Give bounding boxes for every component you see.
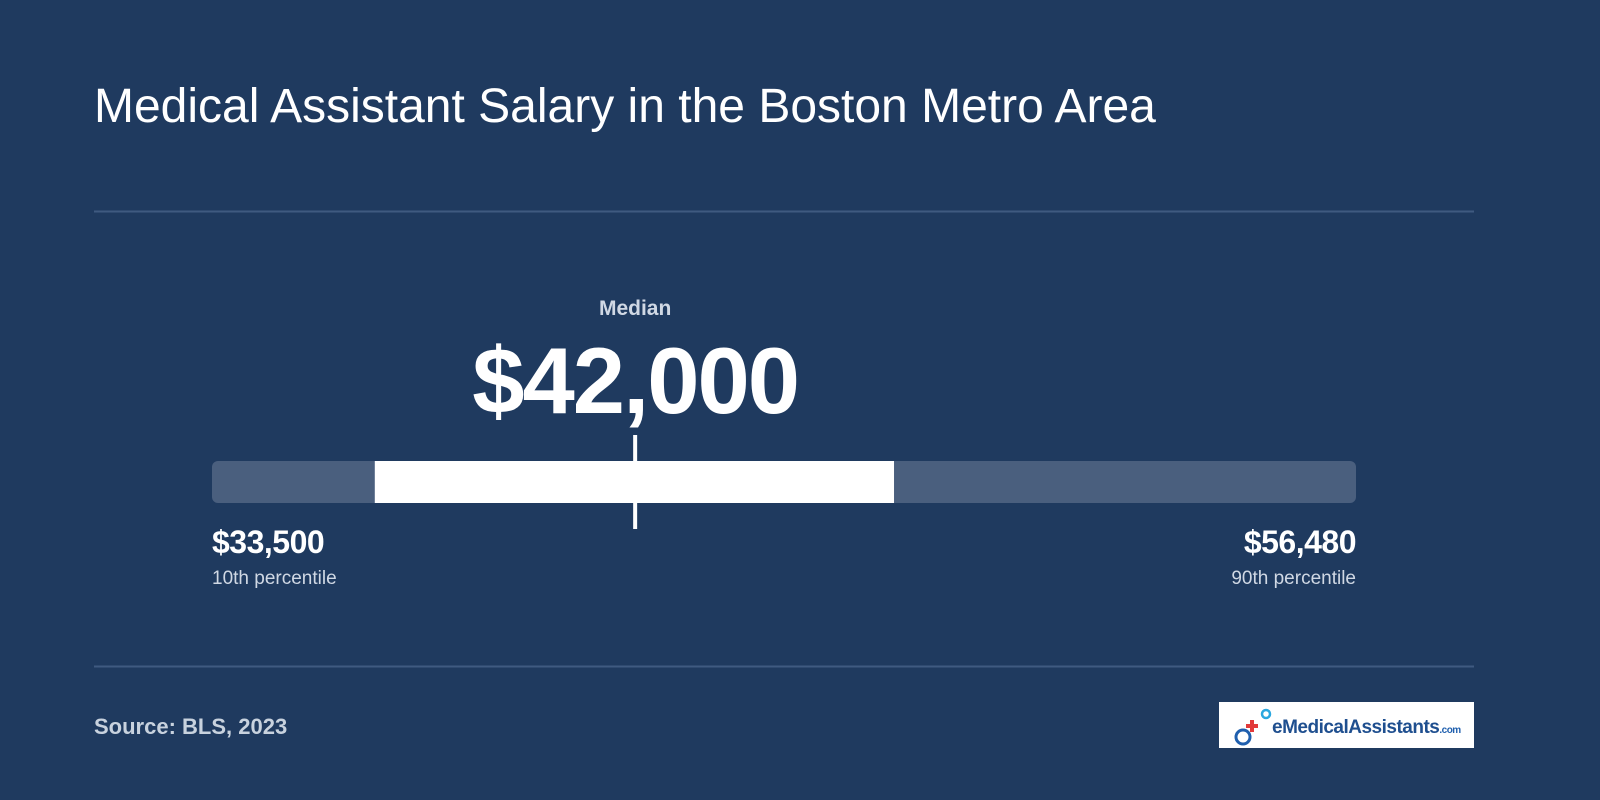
logo-name: eMedicalAssistants.com: [1272, 717, 1461, 738]
logo: eMedicalAssistants.com: [1219, 702, 1474, 748]
logo-background: [1219, 702, 1474, 748]
low-label: 10th percentile: [212, 568, 337, 589]
high-value: $56,480: [1244, 524, 1356, 560]
high-label: 90th percentile: [1231, 568, 1356, 589]
chart-title: Medical Assistant Salary in the Boston M…: [94, 80, 1156, 133]
median-label: Median: [599, 297, 671, 320]
logo-suffix: .com: [1439, 725, 1461, 736]
logo-icon: [1250, 720, 1254, 732]
logo-icon: [1234, 728, 1252, 746]
low-value: $33,500: [212, 524, 324, 560]
logo-icon: [1260, 708, 1272, 720]
logo-name: eMedicalAssistants: [1272, 717, 1439, 738]
median-value: $42,000: [472, 328, 798, 433]
source: Source: BLS, 2023: [94, 714, 287, 739]
